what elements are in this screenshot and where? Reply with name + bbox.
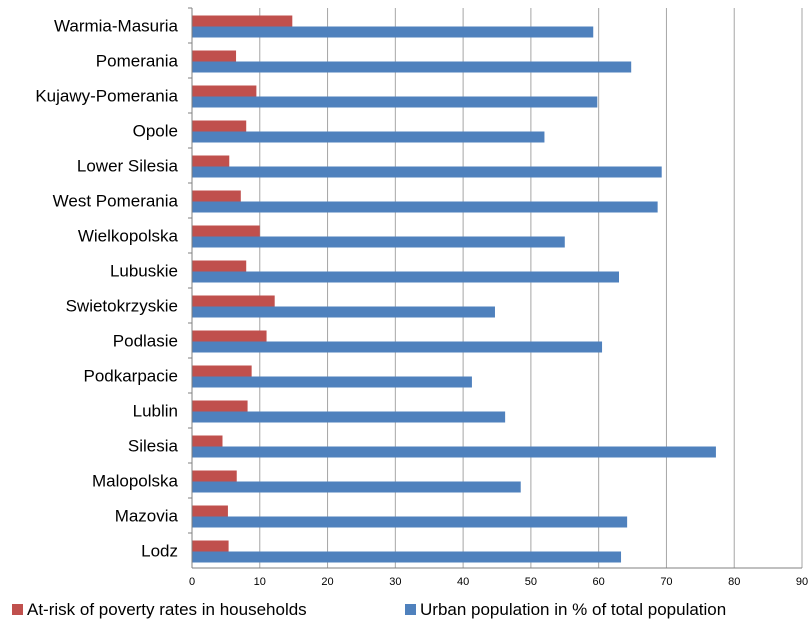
poverty-rate-bar: [192, 15, 293, 27]
urban-population-bar: [192, 341, 603, 353]
x-tick-label: 70: [660, 576, 672, 588]
category-label: West Pomerania: [53, 192, 179, 211]
poverty-rate-bar: [192, 260, 247, 272]
urban-population-bar: [192, 306, 495, 318]
poverty-rate-bar: [192, 470, 237, 482]
bars: [188, 7, 716, 563]
poverty-rate-bar: [192, 330, 267, 342]
x-tick-label: 50: [525, 576, 537, 588]
category-label: Warmia-Masuria: [54, 17, 179, 36]
x-tick-label: 10: [254, 576, 266, 588]
poverty-rate-bar: [192, 540, 229, 552]
urban-population-bar: [192, 376, 472, 388]
category-labels: Warmia-Masuria Pomerania Kujawy-Pomerania O…: [35, 17, 178, 561]
urban-population-bar: [192, 61, 632, 73]
urban-population-bar: [192, 26, 594, 38]
poverty-rate-bar: [192, 295, 275, 307]
category-label: Lodz: [141, 542, 178, 561]
category-label: Swietokrzyskie: [66, 297, 178, 316]
category-label: Lubuskie: [110, 262, 178, 281]
x-tick-label: 20: [321, 576, 333, 588]
x-tick-label: 90: [796, 576, 808, 588]
urban-population-bar: [192, 131, 545, 143]
urban-population-bar: [192, 96, 598, 108]
category-label: Pomerania: [96, 52, 179, 71]
category-label: Lower Silesia: [77, 157, 179, 176]
category-label: Malopolska: [92, 472, 179, 491]
legend-label: At-risk of poverty rates in households: [27, 600, 307, 619]
poverty-rate-bar: [192, 190, 241, 202]
poverty-rate-bar: [192, 50, 237, 62]
poverty-rate-bar: [192, 155, 230, 167]
urban-population-bar: [192, 236, 565, 248]
urban-population-bar: [192, 446, 716, 458]
urban-population-bar: [192, 201, 658, 213]
urban-population-bar: [192, 166, 662, 178]
category-label: Kujawy-Pomerania: [35, 87, 178, 106]
poverty-rate-bar: [192, 505, 228, 517]
category-label: Opole: [133, 122, 178, 141]
x-tick-label: 60: [593, 576, 605, 588]
x-tick-label: 80: [728, 576, 740, 588]
category-label: Podkarpacie: [83, 367, 178, 386]
category-label: Silesia: [128, 437, 179, 456]
poverty-rate-bar: [192, 120, 247, 132]
legend: At-risk of poverty rates in households Ur…: [12, 600, 726, 619]
legend-swatch: [12, 604, 23, 615]
urban-population-bar: [192, 411, 506, 423]
urban-population-bar: [192, 271, 619, 283]
category-label: Wielkopolska: [78, 227, 179, 246]
poverty-rate-bar: [192, 85, 257, 97]
category-label: Mazovia: [115, 507, 179, 526]
category-label: Lublin: [133, 402, 178, 421]
x-tick-label: 0: [189, 576, 195, 588]
legend-label: Urban population in % of total populatio…: [420, 600, 726, 619]
poverty-rate-bar: [192, 400, 248, 412]
poverty-rate-bar: [192, 225, 260, 237]
x-tick-label: 40: [457, 576, 469, 588]
urban-population-bar: [192, 551, 622, 563]
poverty-rate-bar: [192, 435, 223, 447]
urban-population-bar: [192, 481, 521, 493]
poverty-rate-bar: [192, 365, 252, 377]
x-tick-labels: 0 10 20 30 40 50 60 70 80 90: [189, 576, 808, 588]
category-label: Podlasie: [113, 332, 178, 351]
x-tick-label: 30: [389, 576, 401, 588]
legend-swatch: [405, 604, 416, 615]
urban-population-bar: [192, 516, 628, 528]
